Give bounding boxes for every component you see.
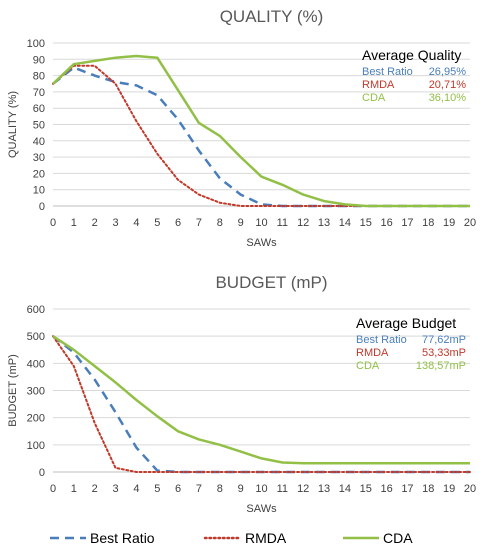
quality-x-tick-label: 8 — [217, 217, 223, 229]
quality-y-tick-label: 40 — [33, 136, 45, 148]
budget-y-tick-label: 100 — [27, 440, 45, 452]
quality-x-tick-label: 14 — [339, 217, 351, 229]
quality-x-tick-label: 7 — [196, 217, 202, 229]
budget-annotation-name: RMDA — [356, 347, 389, 359]
quality-series-best-ratio — [52, 66, 470, 208]
quality-x-tick-label: 15 — [360, 217, 372, 229]
quality-y-tick-label: 30 — [33, 152, 45, 164]
budget-x-tick-label: 2 — [92, 483, 98, 495]
budget-annotation-name: Best Ratio — [356, 334, 407, 346]
quality-x-tick-label: 2 — [92, 217, 98, 229]
quality-x-tick-label: 13 — [318, 217, 330, 229]
quality-annotation-value: 26,95% — [429, 66, 467, 78]
quality-x-tick-label: 3 — [112, 217, 118, 229]
quality-annotation-value: 20,71% — [429, 79, 467, 91]
legend-label-rmda: RMDA — [245, 530, 287, 546]
budget-y-tick-label: 500 — [27, 331, 45, 343]
quality-annotation-heading: Average Quality — [362, 47, 461, 63]
budget-annotation-value: 138,57mP — [416, 360, 466, 372]
quality-y-tick-label: 90 — [33, 54, 45, 66]
budget-x-tick-label: 3 — [112, 483, 118, 495]
budget-chart-title: BUDGET (mP) — [215, 273, 327, 292]
quality-x-tick-label: 17 — [401, 217, 413, 229]
budget-y-tick-label: 200 — [27, 413, 45, 425]
budget-x-tick-label: 11 — [277, 483, 288, 495]
quality-x-axis-label: SAWs — [246, 237, 277, 249]
quality-x-tick-label: 5 — [154, 217, 160, 229]
budget-x-tick-label: 16 — [380, 483, 392, 495]
quality-annotation-name: CDA — [362, 92, 386, 104]
budget-x-tick-label: 17 — [401, 483, 413, 495]
quality-x-tick-label: 16 — [380, 217, 392, 229]
quality-x-tick-label: 12 — [297, 217, 309, 229]
quality-x-tick-label: 4 — [133, 217, 139, 229]
legend-label-cda: CDA — [383, 530, 413, 546]
budget-annotation-value: 77,62mP — [422, 334, 466, 346]
budget-x-tick-label: 13 — [318, 483, 330, 495]
quality-y-tick-label: 100 — [27, 38, 45, 50]
quality-y-tick-label: 70 — [33, 87, 45, 99]
quality-y-tick-label: 60 — [33, 103, 45, 115]
quality-x-tick-label: 11 — [277, 217, 288, 229]
budget-x-tick-label: 1 — [71, 483, 77, 495]
budget-x-tick-label: 0 — [50, 483, 56, 495]
budget-x-tick-label: 10 — [255, 483, 267, 495]
budget-y-axis-label: BUDGET (mP) — [7, 354, 19, 427]
budget-x-tick-label: 9 — [238, 483, 244, 495]
quality-annotation-name: RMDA — [362, 79, 395, 91]
quality-y-tick-label: 0 — [39, 201, 45, 213]
budget-x-tick-label: 15 — [360, 483, 372, 495]
quality-y-tick-label: 20 — [33, 168, 45, 180]
budget-annotation-value: 53,33mP — [422, 347, 466, 359]
budget-x-tick-label: 18 — [422, 483, 434, 495]
budget-x-tick-label: 7 — [196, 483, 202, 495]
budget-series-best-ratio — [52, 335, 470, 474]
budget-annotation-heading: Average Budget — [356, 315, 456, 331]
quality-x-tick-label: 10 — [255, 217, 267, 229]
quality-series-cda — [52, 54, 470, 208]
budget-series-rmda — [52, 335, 471, 473]
quality-y-tick-label: 80 — [33, 71, 45, 83]
budget-x-tick-label: 14 — [339, 483, 351, 495]
budget-x-tick-label: 19 — [443, 483, 455, 495]
budget-y-tick-label: 300 — [27, 386, 45, 398]
quality-x-tick-label: 19 — [443, 217, 455, 229]
budget-x-axis-label: SAWs — [246, 503, 277, 515]
legend-label-best-ratio: Best Ratio — [90, 530, 155, 546]
budget-x-tick-label: 6 — [175, 483, 181, 495]
budget-x-tick-label: 5 — [154, 483, 160, 495]
budget-x-tick-label: 20 — [464, 483, 476, 495]
quality-x-tick-label: 18 — [422, 217, 434, 229]
budget-annotation-name: CDA — [356, 360, 380, 372]
quality-x-tick-label: 9 — [238, 217, 244, 229]
quality-annotation-name: Best Ratio — [362, 66, 413, 78]
quality-y-tick-label: 50 — [33, 120, 45, 132]
quality-y-axis-label: QUALITY (%) — [7, 91, 19, 158]
quality-y-tick-label: 10 — [33, 185, 45, 197]
quality-annotation-value: 36,10% — [429, 92, 467, 104]
budget-x-tick-label: 8 — [217, 483, 223, 495]
budget-y-tick-label: 400 — [27, 358, 45, 370]
budget-x-tick-label: 4 — [133, 483, 139, 495]
quality-x-tick-label: 6 — [175, 217, 181, 229]
quality-x-tick-label: 20 — [464, 217, 476, 229]
quality-x-tick-label: 0 — [50, 217, 56, 229]
budget-y-tick-label: 0 — [39, 467, 45, 479]
budget-series-cda — [52, 335, 470, 465]
budget-x-tick-label: 12 — [297, 483, 309, 495]
quality-series-rmda — [52, 64, 471, 207]
quality-chart-title: QUALITY (%) — [220, 7, 324, 26]
budget-y-tick-label: 600 — [27, 304, 45, 316]
quality-x-tick-label: 1 — [71, 217, 77, 229]
